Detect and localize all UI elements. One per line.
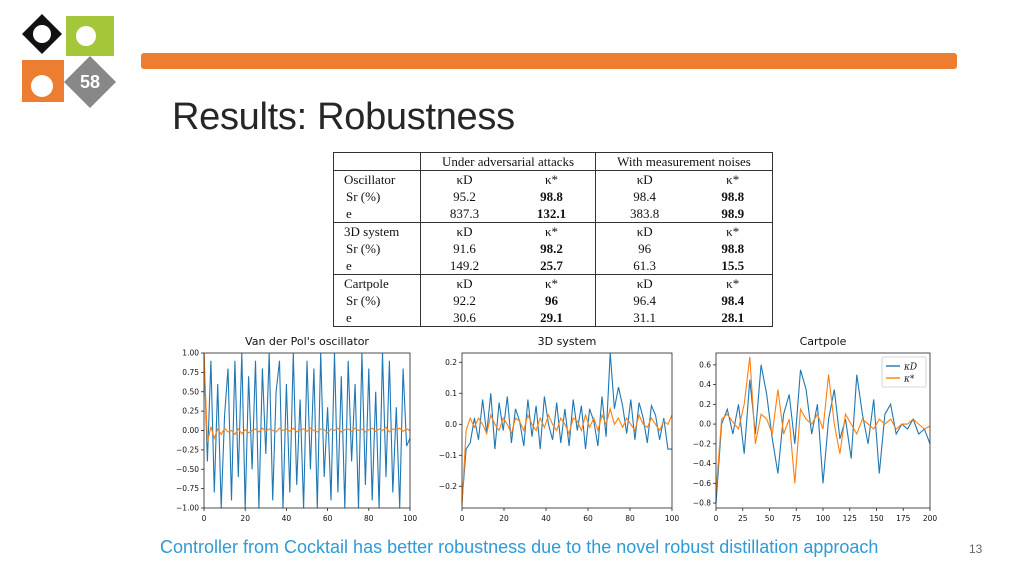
system-label: Oscillator xyxy=(333,170,422,188)
series-line-1 xyxy=(715,356,931,494)
table-row: e 30.6 29.1 31.1 28.1 xyxy=(333,309,773,327)
x-tick-label: 40 xyxy=(282,514,292,523)
conference-logo: 58 xyxy=(22,14,116,108)
x-tick-label: 40 xyxy=(541,514,551,523)
x-tick-label: 60 xyxy=(583,514,593,523)
series-line-1 xyxy=(461,406,673,505)
x-tick-label: 150 xyxy=(869,514,884,523)
table-row: e 149.2 25.7 61.3 15.5 xyxy=(333,257,773,275)
legend-label: κ* xyxy=(903,375,915,385)
y-tick-label: 0.50 xyxy=(182,387,199,396)
table-header-row: Under adversarial attacks With measureme… xyxy=(333,152,773,171)
header-noises: With measurement noises xyxy=(617,154,751,169)
x-tick-label: 100 xyxy=(816,514,831,523)
x-tick-label: 20 xyxy=(499,514,509,523)
x-tick-label: 175 xyxy=(896,514,911,523)
x-tick-label: 50 xyxy=(765,514,775,523)
slide-title: Results: Robustness xyxy=(172,96,515,138)
table-row: Sr (%) 92.2 96 96.4 98.4 xyxy=(333,292,773,309)
x-tick-label: 200 xyxy=(923,514,938,523)
x-tick-label: 100 xyxy=(665,514,680,523)
y-tick-label: −0.50 xyxy=(176,465,199,474)
results-table: Under adversarial attacks With measureme… xyxy=(333,152,773,327)
legend-box xyxy=(881,356,927,388)
y-tick-label: −0.2 xyxy=(439,482,457,491)
table-row: Sr (%) 95.2 98.8 98.4 98.8 xyxy=(333,188,773,205)
series-line-0 xyxy=(461,352,672,502)
table-row: Cartpole κD κ* κD κ* xyxy=(333,274,773,292)
y-tick-label: 0.6 xyxy=(699,360,711,369)
table-row: e 837.3 132.1 383.8 98.9 xyxy=(333,205,773,223)
system-label: 3D system xyxy=(333,222,422,240)
x-tick-label: 125 xyxy=(843,514,858,523)
table-row: Sr (%) 91.6 98.2 96 98.8 xyxy=(333,240,773,257)
y-tick-label: −0.2 xyxy=(693,439,711,448)
logo-58: 58 xyxy=(80,72,100,92)
x-tick-label: 60 xyxy=(323,514,333,523)
x-tick-label: 80 xyxy=(625,514,635,523)
y-tick-label: 0.25 xyxy=(182,407,199,416)
x-tick-label: 80 xyxy=(364,514,374,523)
chart-title: Cartpole xyxy=(800,335,847,348)
header-adversarial: Under adversarial attacks xyxy=(420,152,596,171)
y-tick-label: −1.00 xyxy=(176,504,199,513)
y-tick-label: −0.6 xyxy=(693,479,711,488)
chart-title: Van der Pol's oscillator xyxy=(245,335,369,348)
y-tick-label: 0.2 xyxy=(699,400,711,409)
plot-cartpole: Cartpole 0 25 50 75 100 125 150 175 200 0.6 0.4 0.2 0… xyxy=(686,335,938,530)
y-tick-label: 0.0 xyxy=(699,420,711,429)
x-tick-label: 0 xyxy=(202,514,207,523)
x-tick-label: 0 xyxy=(460,514,465,523)
plot-frame xyxy=(461,352,673,509)
x-tick-label: 75 xyxy=(791,514,801,523)
y-tick-label: −0.4 xyxy=(693,459,711,468)
plot-oscillator: Van der Pol's oscillator 0 20 40 60 80 100 1.00… xyxy=(166,335,418,530)
x-tick-label: 100 xyxy=(403,514,418,523)
y-tick-label: 0.4 xyxy=(699,380,711,389)
table-row: 3D system κD κ* κD κ* xyxy=(333,222,773,240)
x-tick-label: 25 xyxy=(738,514,748,523)
y-tick-label: 0.00 xyxy=(182,426,199,435)
y-tick-label: −0.25 xyxy=(176,445,199,454)
x-tick-label: 0 xyxy=(714,514,719,523)
y-tick-label: −0.75 xyxy=(176,484,199,493)
slide-caption: Controller from Cocktail has better robu… xyxy=(160,537,879,557)
y-tick-label: −0.1 xyxy=(439,451,457,460)
chart-title: 3D system xyxy=(538,335,597,348)
legend-label: κD xyxy=(903,363,917,373)
x-tick-label: 20 xyxy=(240,514,250,523)
y-tick-label: 1.00 xyxy=(182,349,199,358)
plot-3d-system: 3D system 0 20 40 60 80 100 0.2 0.1 0.0 −0.1 −0.2 xyxy=(428,335,680,530)
series-line-0 xyxy=(203,352,411,509)
page-number: 13 xyxy=(969,542,983,556)
title-accent-bar xyxy=(141,53,957,69)
system-label: Cartpole xyxy=(333,274,422,292)
y-tick-label: 0.0 xyxy=(445,420,457,429)
y-tick-label: 0.75 xyxy=(182,368,199,377)
table-row: Oscillator κD κ* κD κ* xyxy=(333,170,773,188)
y-tick-label: −0.8 xyxy=(693,499,711,508)
table-corner xyxy=(333,152,422,171)
series-line-1 xyxy=(203,352,411,443)
y-tick-label: 0.1 xyxy=(445,389,457,398)
series-line-0 xyxy=(715,364,931,504)
y-tick-label: 0.2 xyxy=(445,358,457,367)
